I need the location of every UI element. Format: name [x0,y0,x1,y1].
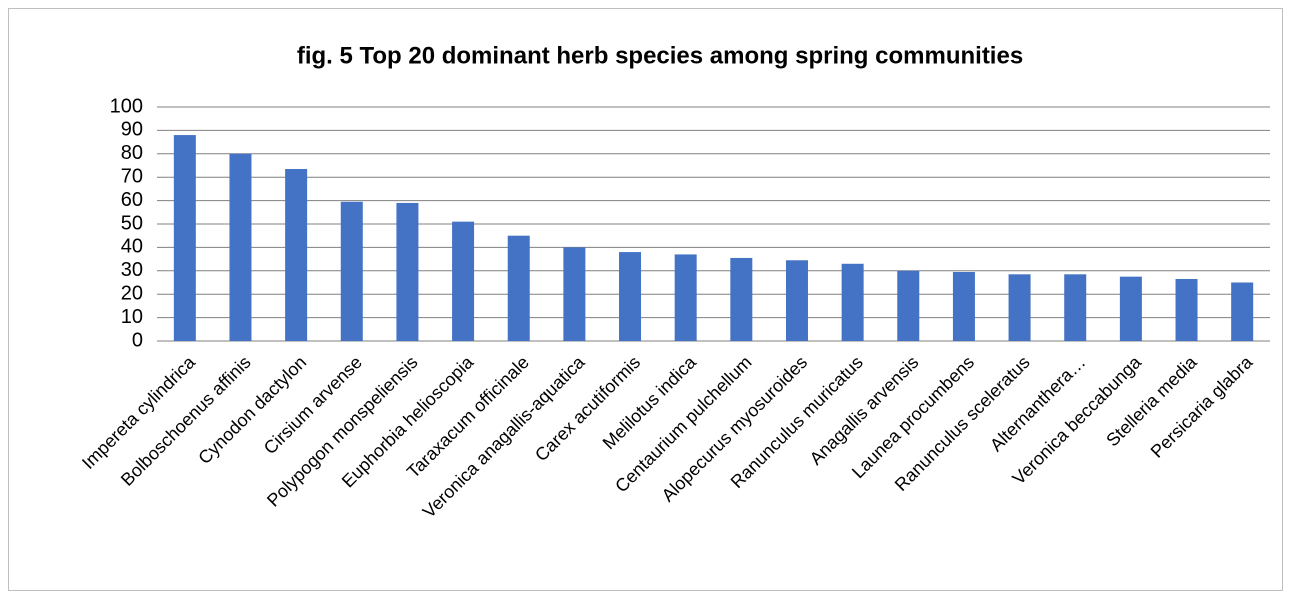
y-tick-label: 10 [121,306,143,328]
bar [730,257,753,341]
bar [1119,276,1142,341]
bar [563,247,586,341]
bar [1231,282,1254,341]
y-tick-label: 60 [121,189,143,211]
y-tick-label: 80 [121,142,143,164]
bar [173,135,196,341]
y-tick-label: 30 [121,259,143,281]
bar [785,260,808,341]
bar [619,252,642,341]
bar [1064,274,1087,341]
y-tick-label: 70 [121,165,143,187]
y-tick-label: 100 [110,95,143,117]
bar [674,254,697,341]
bar [952,271,975,341]
y-tick-label: 50 [121,212,143,234]
bar [340,201,363,341]
chart-border [8,8,1283,591]
bar [1008,274,1031,341]
y-tick-label: 0 [132,329,143,351]
bar [897,270,920,341]
y-tick-label: 90 [121,119,143,141]
chart-title: fig. 5 Top 20 dominant herb species amon… [297,42,1023,69]
bar [396,202,419,341]
bar [229,153,252,341]
bar [452,221,475,341]
y-tick-label: 20 [121,282,143,304]
bar [507,235,530,341]
bar [841,263,864,341]
y-tick-label: 40 [121,236,143,258]
bar [285,169,308,341]
bar [1175,278,1198,341]
